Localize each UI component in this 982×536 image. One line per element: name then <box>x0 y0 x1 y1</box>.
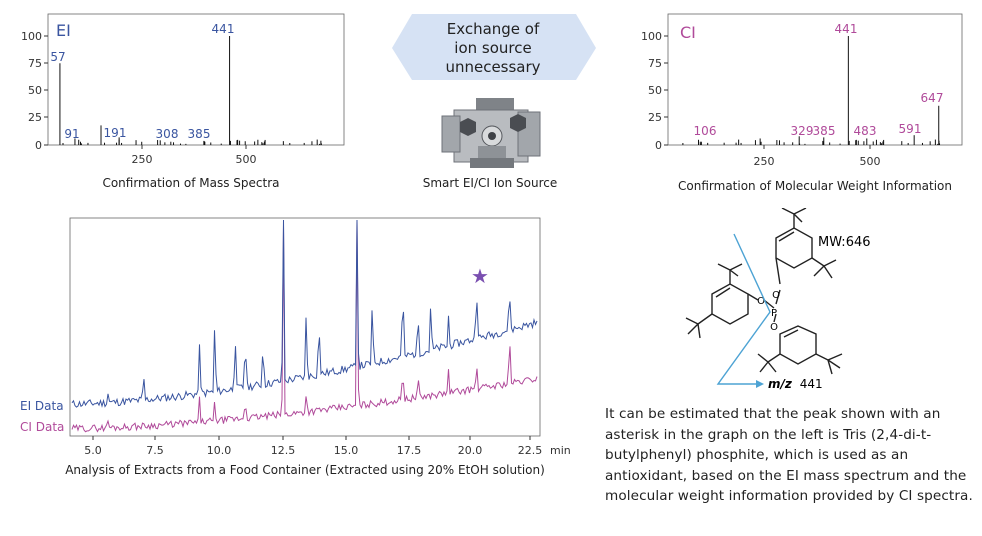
ei-x-ticks: 250 500 <box>132 145 257 166</box>
ei-peak-label-191: 191 <box>104 126 127 140</box>
chromatogram-x-tick: 7.5 <box>146 444 164 457</box>
ei-y-tick: 100 <box>21 30 42 43</box>
ci-peak-label-329: 329 <box>791 124 814 138</box>
ei-spectrum-caption: Confirmation of Mass Spectra <box>102 176 280 190</box>
chromatogram-caption: Analysis of Extracts from a Food Contain… <box>65 463 545 477</box>
chromatogram-frame <box>69 217 541 437</box>
ci-peak-label-591: 591 <box>899 122 922 136</box>
ion-source-image <box>441 98 541 168</box>
chromatogram-x-tick: 22.5 <box>518 444 543 457</box>
ei-spectrum-frame <box>47 13 345 146</box>
ci-y-tick: 50 <box>648 84 662 97</box>
ci-x-tick: 500 <box>860 155 881 168</box>
mz-label: m/z 441 <box>768 377 823 391</box>
ci-x-tick: 250 <box>754 155 775 168</box>
chromatogram-x-tick: 5.0 <box>84 444 102 457</box>
ci-peak-label-483: 483 <box>854 124 877 138</box>
ei-x-tick: 500 <box>236 153 257 166</box>
ei-y-tick: 75 <box>28 57 42 70</box>
chromatogram-x-tick: 12.5 <box>271 444 296 457</box>
structure-o-bottom: O <box>770 322 778 333</box>
ei-spectrum-chart: 0 25 50 75 100 250 500 EI 57 91 191 308 … <box>21 13 345 166</box>
fragment-arrow <box>716 233 771 385</box>
ci-peak-label-647: 647 <box>921 91 944 105</box>
fragment-arrow-head <box>756 380 764 388</box>
mz-label-value: 441 <box>800 377 823 391</box>
structure-bonds <box>685 208 843 375</box>
ci-label: CI <box>680 23 696 42</box>
ci-y-tick: 100 <box>641 30 662 43</box>
ci-spectrum-frame <box>667 13 963 146</box>
ci-data-trace <box>71 219 538 433</box>
ion-source-caption: Smart EI/CI Ion Source <box>422 176 558 190</box>
ci-x-ticks: 250 500 <box>754 145 881 168</box>
banner-text: Exchange of ion source unnecessary <box>428 20 558 77</box>
ci-spectrum-caption: Confirmation of Molecular Weight Informa… <box>678 179 952 193</box>
ei-y-tick: 50 <box>28 84 42 97</box>
ei-y-tick: 25 <box>28 111 42 124</box>
ei-peak-label-91: 91 <box>64 127 79 141</box>
ci-y-tick: 25 <box>648 111 662 124</box>
ci-y-tick: 75 <box>648 57 662 70</box>
chromatogram-x-unit: min <box>550 444 571 457</box>
ci-data-label: CI Data <box>20 420 64 434</box>
chromatogram-x-tick: 10.0 <box>207 444 232 457</box>
asterisk-marker: ★ <box>471 264 489 288</box>
chromatogram-chart: 5.0 7.5 10.0 12.5 15.0 17.5 20.0 22.5 mi… <box>20 217 571 457</box>
ei-bars <box>59 36 322 145</box>
chromatogram-x-tick: 15.0 <box>334 444 359 457</box>
ci-peak-labels: 106 329 385 441 483 591 647 <box>694 22 944 138</box>
banner-arrow-shape <box>392 14 596 80</box>
ei-x-tick: 250 <box>132 153 153 166</box>
ei-peak-label-57: 57 <box>50 50 65 64</box>
ci-y-ticks: 0 25 50 75 100 <box>641 30 668 152</box>
ei-peak-label-441: 441 <box>212 22 235 36</box>
ci-peak-label-106: 106 <box>694 124 717 138</box>
molecular-weight-label: MW:646 <box>818 235 871 250</box>
ei-y-ticks: 0 25 50 75 100 <box>21 30 48 152</box>
ei-label: EI <box>56 21 71 40</box>
ei-data-trace <box>71 219 538 408</box>
structure-o-top: O <box>772 290 780 301</box>
chromatogram-x-tick: 17.5 <box>397 444 422 457</box>
structure-p-atom: P <box>771 308 777 319</box>
ei-peak-labels: 57 91 191 308 385 441 <box>50 22 234 141</box>
ci-peak-label-441: 441 <box>835 22 858 36</box>
exchange-banner <box>392 14 596 80</box>
ci-y-tick: 0 <box>655 139 662 152</box>
ei-peak-label-385: 385 <box>188 127 211 141</box>
ci-bars <box>682 36 941 145</box>
ci-spectrum-chart: 0 25 50 75 100 250 500 CI 106 329 385 44… <box>641 13 963 168</box>
structure-o-left: O <box>757 296 765 307</box>
ci-peak-label-385: 385 <box>813 124 836 138</box>
description-paragraph: It can be estimated that the peak shown … <box>605 406 973 505</box>
ei-y-tick: 0 <box>35 139 42 152</box>
chromatogram-x-tick: 20.0 <box>458 444 483 457</box>
chromatogram-x-ticks: 5.0 7.5 10.0 12.5 15.0 17.5 20.0 22.5 mi… <box>84 436 571 457</box>
chemical-structure: O O P O MW:646 m/z 441 <box>685 208 871 391</box>
banner-line-2: ion source <box>454 39 532 57</box>
banner-line-1: Exchange of <box>446 20 540 38</box>
ei-peak-label-308: 308 <box>156 127 179 141</box>
banner-line-3: unnecessary <box>445 58 541 76</box>
ei-data-label: EI Data <box>20 399 64 413</box>
mz-label-italic: m/z <box>768 377 793 391</box>
